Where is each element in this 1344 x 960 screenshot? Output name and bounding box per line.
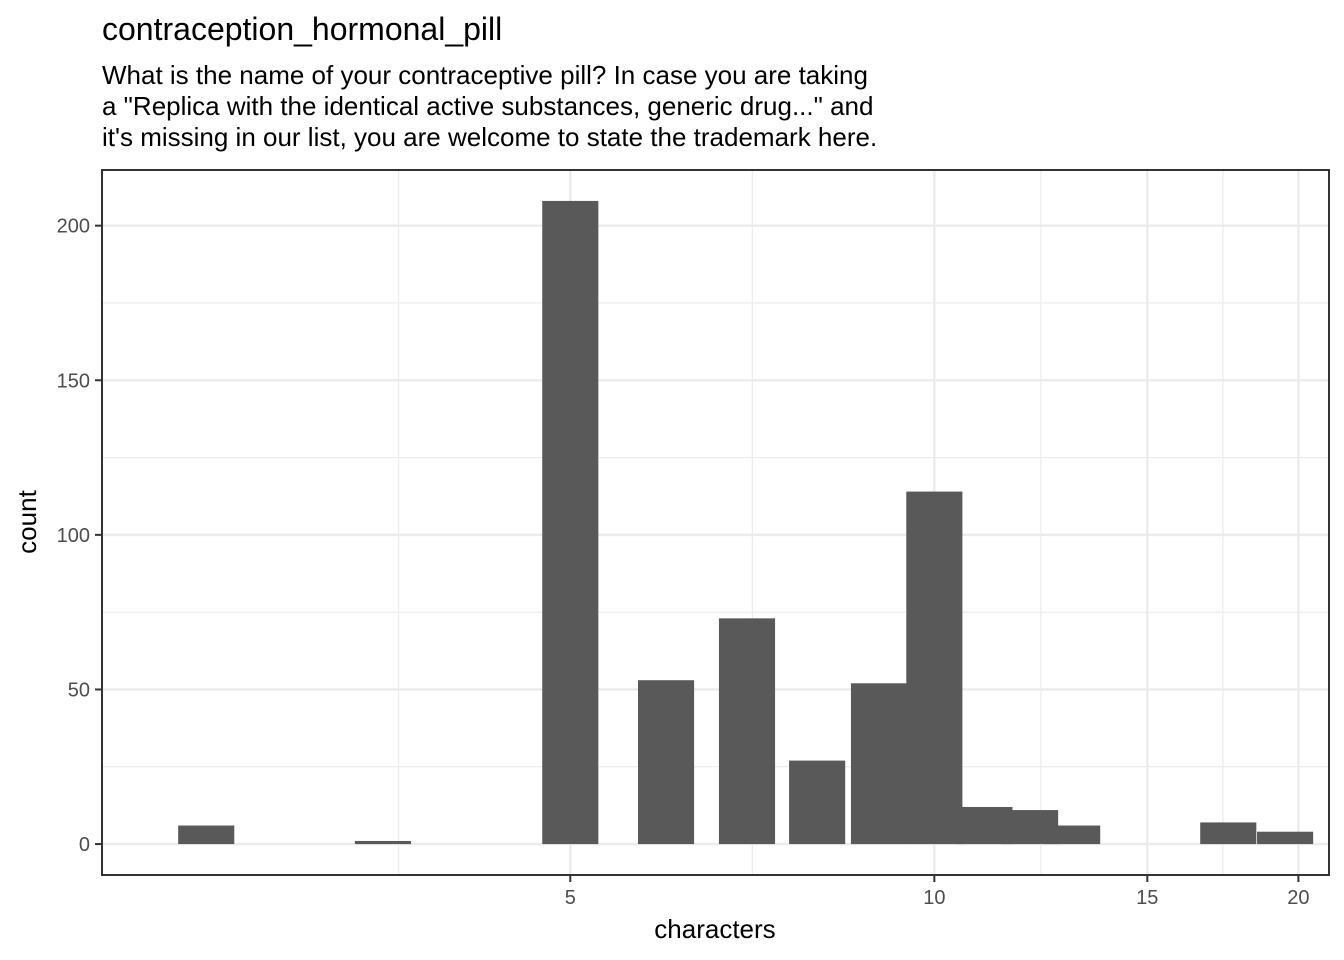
- x-tick-label: 10: [923, 887, 945, 909]
- histogram-bar: [850, 683, 908, 845]
- chart-subtitle-line-3: it's missing in our list, you are welcom…: [102, 122, 877, 152]
- plot-area: 0 50 100 150 200 5 10 15 20: [57, 169, 1330, 909]
- histogram-bar: [1257, 831, 1314, 845]
- y-tick-label: 150: [57, 370, 90, 392]
- histogram-bar: [1044, 825, 1101, 845]
- histogram-bar: [1200, 822, 1257, 845]
- chart-subtitle-line-2: a "Replica with the identical active sub…: [102, 91, 873, 121]
- panel-background: [102, 170, 1329, 875]
- y-tick-label: 50: [68, 679, 90, 701]
- histogram-bar: [542, 200, 599, 845]
- histogram-bar: [178, 825, 235, 845]
- chart-title: contraception_hormonal_pill: [102, 11, 502, 47]
- y-tick-label: 200: [57, 216, 90, 238]
- y-tick-label: 0: [79, 834, 90, 856]
- y-tick-label: 100: [57, 525, 90, 547]
- histogram-bar: [718, 618, 776, 845]
- x-tick-label: 15: [1136, 887, 1158, 909]
- y-axis-title: count: [12, 489, 42, 553]
- histogram-bar: [789, 760, 846, 845]
- x-axis-title: characters: [654, 914, 775, 944]
- chart-subtitle-line-1: What is the name of your contraceptive p…: [102, 60, 868, 90]
- x-tick-label: 20: [1287, 887, 1309, 909]
- panel-border: [101, 169, 1330, 876]
- histogram-bar: [354, 840, 412, 845]
- histogram-bar: [637, 680, 695, 845]
- histogram-bar: [906, 491, 963, 845]
- x-tick-label: 5: [565, 887, 576, 909]
